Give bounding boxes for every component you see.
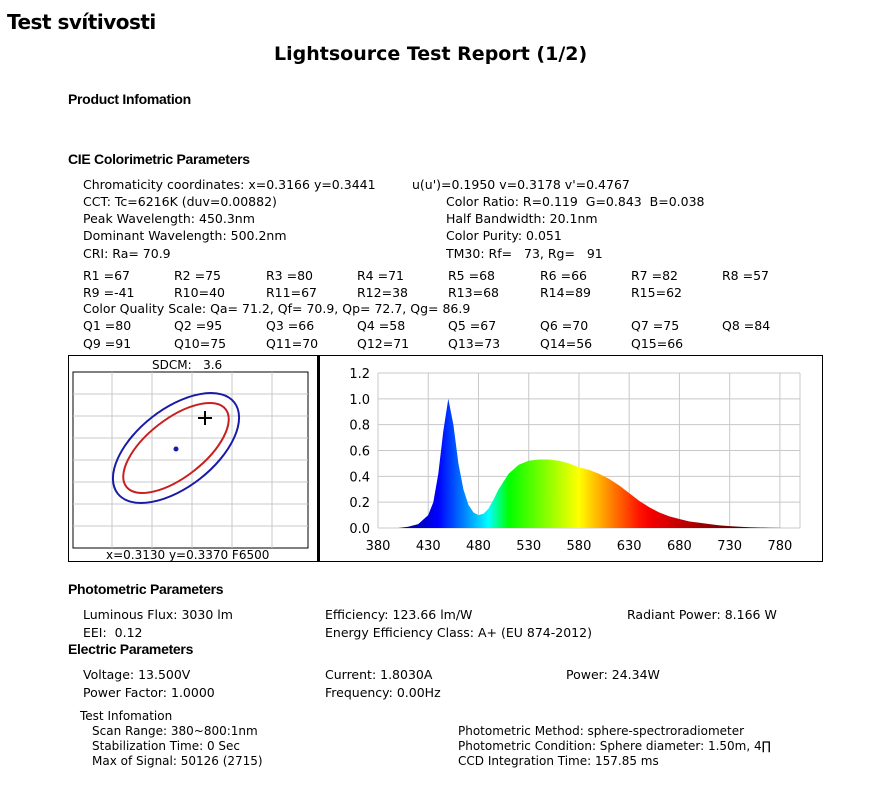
r-value: R5 =68 [448,268,495,283]
x-tick-label: 580 [567,539,592,554]
r-value: R10=40 [174,285,225,300]
r-value: R2 =75 [174,268,221,283]
report-title: Lightsource Test Report (1/2) [274,43,588,65]
q-value: Q15=66 [631,336,684,351]
power: Power: 24.34W [566,667,660,682]
outer-ellipse [111,392,241,504]
y-tick-label: 0.6 [349,445,370,460]
half-bandwidth: Half Bandwidth: 20.1nm [446,211,598,226]
q-value: Q6 =70 [540,318,589,333]
q-value: Q9 =91 [83,336,132,351]
x-tick-label: 480 [466,539,491,554]
q-value: Q10=75 [174,336,227,351]
scan-range: Scan Range: 380~800:1nm [92,724,258,738]
efficiency: Efficiency: 123.66 lm/W [325,607,473,622]
r-value: R11=67 [266,285,317,300]
color-ratio: Color Ratio: R=0.119 G=0.843 B=0.038 [446,194,705,209]
dominant-wavelength: Dominant Wavelength: 500.2nm [83,228,287,243]
x-tick-label: 380 [366,539,391,554]
q-value: Q2 =95 [174,318,223,333]
y-tick-label: 0.8 [349,419,370,434]
spectrum-chart: 380 430 480 530 580 630 680 730 780 0.0 0.2 0.4 0.6 0… [349,367,801,554]
test-heading: Test Infomation [80,709,173,723]
y-tick-label: 1.0 [349,393,370,408]
peak-wavelength: Peak Wavelength: 450.3nm [83,211,255,226]
q-value: Q8 =84 [722,318,771,333]
spectrum-panel [318,355,823,562]
r-value: R6 =66 [540,268,587,283]
r-value: R13=68 [448,285,499,300]
spectrum-area [398,398,780,528]
r-value: R1 =67 [83,268,130,283]
cie-heading: CIE Colorimetric Parameters [68,151,250,167]
chromaticity: Chromaticity coordinates: x=0.3166 y=0.3… [83,177,376,192]
max-signal: Max of Signal: 50126 (2715) [92,754,263,768]
x-tick-label: 730 [717,539,742,554]
y-tick-label: 0.0 [349,522,370,537]
ccd-time: CCD Integration Time: 157.85 ms [458,754,659,768]
radiant-power: Radiant Power: 8.166 W [627,607,777,622]
y-tick-label: 0.4 [349,470,370,485]
luminous-flux: Luminous Flux: 3030 lm [83,607,233,622]
r-value: R9 =-41 [83,285,135,300]
x-tick-label: 630 [617,539,642,554]
cct: CCT: Tc=6216K (duv=0.00882) [83,194,277,209]
r-value: R14=89 [540,285,591,300]
sdcm-panel [68,355,318,562]
x-tick-label: 680 [667,539,692,554]
x-tick-label: 530 [516,539,541,554]
voltage: Voltage: 13.500V [83,667,191,682]
power-factor: Power Factor: 1.0000 [83,685,215,700]
reference-point [173,446,179,452]
energy-class: Energy Efficiency Class: A+ (EU 874-2012… [325,625,592,640]
q-value: Q5 =67 [448,318,497,333]
tm30: TM30: Rf= 73, Rg= 91 [446,246,603,261]
product-heading: Product Infomation [68,91,191,107]
photometric-heading: Photometric Parameters [68,581,224,597]
sdcm-caption: x=0.3130 y=0.3370 F6500 [106,548,270,562]
y-tick-label: 1.2 [349,367,370,382]
uv-coords: u(u')=0.1950 v=0.3178 v'=0.4767 [412,177,630,192]
x-tick-label: 430 [416,539,441,554]
photometric-condition: Photometric Condition: Sphere diameter: … [458,739,771,753]
r-value: R12=38 [357,285,408,300]
color-purity: Color Purity: 0.051 [446,228,562,243]
stabilization-time: Stabilization Time: 0 Sec [92,739,241,753]
r-value: R4 =71 [357,268,404,283]
page-title: Test svítivosti [7,10,156,34]
r-value: R3 =80 [266,268,313,283]
r-value: R7 =82 [631,268,678,283]
frequency: Frequency: 0.00Hz [325,685,441,700]
current: Current: 1.8030A [325,667,433,682]
sdcm-grid [73,372,308,548]
cqs: Color Quality Scale: Qa= 71.2, Qf= 70.9,… [83,301,471,316]
sdcm-title: SDCM: 3.6 [152,358,223,372]
r-value: R8 =57 [722,268,769,283]
q-value: Q3 =66 [266,318,315,333]
electric-heading: Electric Parameters [68,641,194,657]
q-value: Q1 =80 [83,318,132,333]
q-value: Q7 =75 [631,318,680,333]
q-value: Q13=73 [448,336,501,351]
y-tick-label: 0.2 [349,496,370,511]
measured-point-cross-icon [198,411,212,425]
x-tick-label: 780 [767,539,792,554]
q-value: Q11=70 [266,336,319,351]
inner-ellipse [122,401,230,495]
r-value: R15=62 [631,285,682,300]
cri: CRI: Ra= 70.9 [83,246,171,261]
photometric-method: Photometric Method: sphere-spectroradiom… [458,724,745,738]
q-value: Q12=71 [357,336,410,351]
q-value: Q4 =58 [357,318,406,333]
eei: EEI: 0.12 [83,625,143,640]
q-value: Q14=56 [540,336,593,351]
